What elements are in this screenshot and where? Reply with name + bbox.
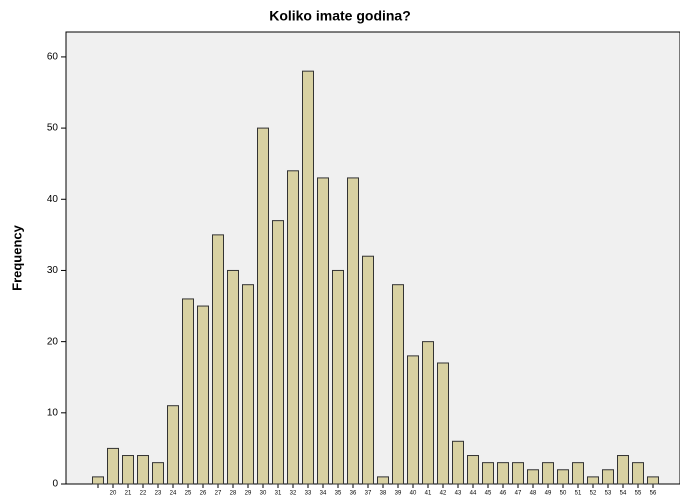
x-tick-label: 39 [395,491,402,497]
bar [182,298,194,485]
bar [302,70,314,485]
x-tick-label: 47 [515,491,522,497]
x-tick-label: 27 [215,491,222,497]
bar [647,476,659,485]
y-tick-label: 30 [47,265,59,276]
bar [602,469,614,485]
x-tick-label: 34 [320,491,327,497]
y-tick-label: 10 [47,407,59,418]
bar [377,476,389,485]
bar [212,234,224,485]
y-tick-label: 60 [47,52,59,63]
x-tick-label: 26 [200,491,207,497]
x-tick-label: 22 [140,491,147,497]
bar [332,269,344,485]
bar [617,455,629,485]
x-tick-label: 36 [350,491,357,497]
y-tick-label: 50 [47,123,59,134]
x-tick-label: 42 [440,491,447,497]
x-tick-label: 38 [380,491,387,497]
x-tick-label: 45 [485,491,492,497]
x-tick-label: 28 [230,491,237,497]
x-tick-label: 37 [365,491,372,497]
x-tick-label: 23 [155,491,162,497]
bar [467,455,479,485]
x-tick-label: 20 [110,491,117,497]
bar [107,447,119,485]
bar [542,462,554,485]
x-tick-label: 51 [575,491,582,497]
x-tick-label: 29 [245,491,252,497]
bar [422,341,434,485]
chart-title: Koliko imate godina? [269,8,411,24]
bar [587,476,599,485]
bar [632,462,644,485]
bar [482,462,494,485]
bar [362,255,374,485]
bar [512,462,524,485]
bar [137,455,149,485]
x-tick-label: 54 [620,491,627,497]
x-tick-label: 35 [335,491,342,497]
bar [227,269,239,485]
x-tick-label: 49 [545,491,552,497]
bar [572,462,584,485]
bar [122,455,134,485]
bar [527,469,539,485]
bar [257,127,269,485]
y-axis-label: Frequency [9,224,24,291]
bar [497,462,509,485]
bar [452,440,464,485]
bar [197,305,209,485]
bar [152,462,164,485]
bar [392,284,404,485]
x-tick-label: 33 [305,491,312,497]
bar [167,405,179,485]
bar [407,355,419,485]
x-tick-label: 48 [530,491,537,497]
bar [557,469,569,485]
y-tick-label: 20 [47,336,59,347]
x-tick-label: 21 [125,491,132,497]
x-tick-label: 44 [470,491,477,497]
x-tick-label: 55 [635,491,642,497]
bar [347,177,359,485]
x-tick-label: 25 [185,491,192,497]
x-tick-label: 53 [605,491,612,497]
x-tick-label: 56 [650,491,657,497]
x-tick-label: 50 [560,491,567,497]
bar [272,220,284,485]
x-tick-label: 31 [275,491,282,497]
bar [242,284,254,485]
bar [92,476,104,485]
x-tick-label: 52 [590,491,597,497]
y-tick-label: 40 [47,194,59,205]
bar [437,362,449,485]
bar [287,170,299,485]
x-tick-label: 30 [260,491,267,497]
x-tick-label: 24 [170,491,177,497]
x-tick-label: 46 [500,491,507,497]
x-tick-label: 41 [425,491,432,497]
x-tick-label: 32 [290,491,297,497]
y-tick-label: 0 [52,479,58,490]
bar [317,177,329,485]
x-tick-label: 43 [455,491,462,497]
x-tick-label: 40 [410,491,417,497]
